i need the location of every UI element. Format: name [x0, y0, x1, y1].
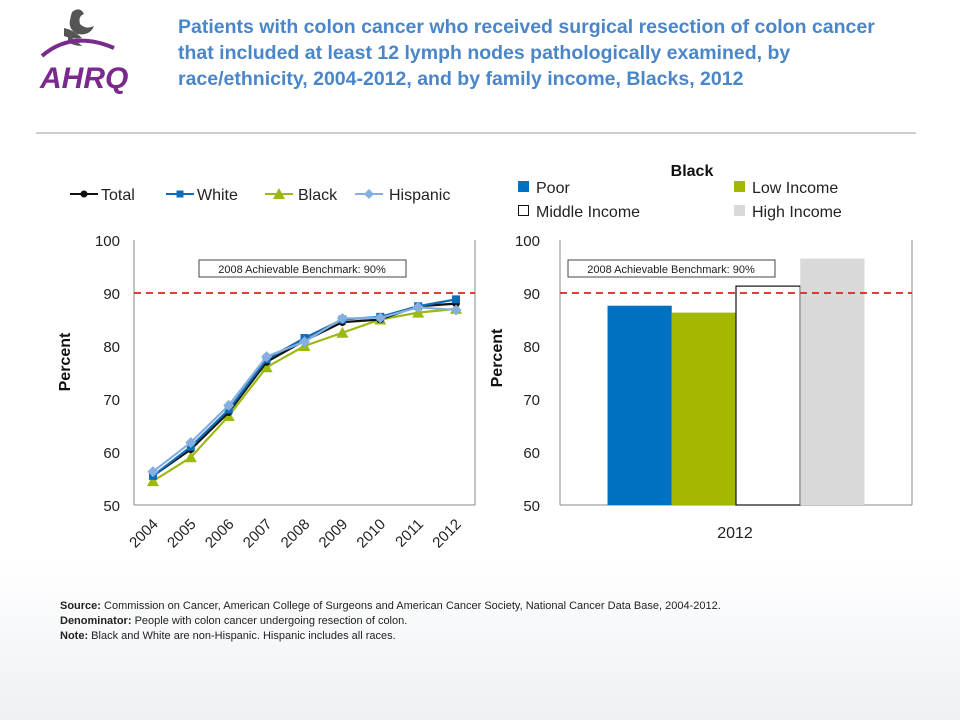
footer-denominator-text: People with colon cancer undergoing rese… — [134, 615, 408, 627]
legend-total-marker — [80, 190, 88, 198]
data-point-hispanic — [336, 312, 348, 324]
data-point-hispanic — [147, 466, 159, 478]
line-x-tick-label: 2006 — [202, 516, 238, 552]
bar-y-tick-label: 90 — [523, 286, 540, 303]
line-x-tick-label: 2005 — [164, 516, 200, 552]
line-x-tick-label: 2004 — [126, 516, 162, 552]
legend-poor-swatch — [518, 181, 529, 192]
legend-middle-income-label: Middle Income — [536, 204, 640, 221]
data-point-black — [260, 361, 273, 373]
line-x-tick-label: 2010 — [353, 516, 389, 552]
footer-denominator-label: Denominator: — [60, 615, 132, 627]
bar-series-group — [607, 258, 865, 506]
footer-note-label: Note: — [60, 630, 89, 642]
line-x-tick-label: 2011 — [392, 516, 427, 551]
bar-high-income — [800, 258, 865, 505]
bar-y-tick-label: 80 — [523, 339, 540, 356]
footer-source: Source: Commission on Cancer, American C… — [60, 599, 920, 614]
legend-white: White — [166, 187, 238, 204]
legend-black-label: Black — [298, 187, 338, 204]
bar-y-axis-title: Percent — [489, 328, 506, 387]
line-x-tick-label: 2007 — [240, 516, 276, 552]
data-point-white — [452, 295, 461, 304]
footer-denominator: Denominator: People with colon cancer un… — [60, 614, 920, 629]
data-point-hispanic — [412, 301, 424, 313]
legend-hispanic-label: Hispanic — [389, 187, 450, 204]
legend-white-marker — [176, 190, 184, 198]
line-x-tick-label: 2008 — [278, 516, 314, 552]
line-y-tick-label: 60 — [103, 445, 120, 462]
legend-low-income-swatch — [734, 181, 745, 192]
line-benchmark-box — [198, 259, 407, 278]
bar-legend: Poor Low Income Middle Income High Incom… — [518, 180, 842, 221]
data-point-hispanic — [261, 351, 273, 363]
footer-note-text: Black and White are non-Hispanic. Hispan… — [91, 630, 396, 642]
line-x-tick-label: 2009 — [316, 516, 352, 552]
hhs-eagle-icon: AHRQ — [39, 9, 128, 95]
line-y-tick-label: 90 — [103, 286, 120, 303]
line-benchmark-label: 2008 Achievable Benchmark: 90% — [218, 264, 386, 276]
bar-chart: Black Poor Low Income Middle Income High… — [489, 163, 913, 542]
legend-poor-label: Poor — [536, 180, 570, 197]
footer-notes: Source: Commission on Cancer, American C… — [60, 599, 920, 644]
footer-note: Note: Black and White are non-Hispanic. … — [60, 629, 920, 644]
data-point-hispanic — [450, 304, 462, 316]
legend-black: Black — [265, 187, 338, 204]
page-title: Patients with colon cancer who received … — [178, 16, 875, 90]
legend-white-label: White — [197, 187, 238, 204]
bar-y-tick-label: 50 — [523, 498, 540, 515]
line-y-tick-label: 100 — [95, 233, 120, 250]
line-y-tick-label: 70 — [103, 392, 120, 409]
bar-y-ticks: 50 60 70 80 90 100 — [515, 233, 540, 515]
legend-high-income-swatch — [734, 205, 745, 216]
data-point-hispanic — [223, 399, 235, 411]
line-y-axis-title: Percent — [57, 332, 74, 391]
legend-low-income-label: Low Income — [752, 180, 838, 197]
bar-poor — [607, 305, 672, 505]
line-x-ticks: 2004 2005 2006 2007 2008 2009 2010 2011 2012 — [126, 516, 465, 552]
bar-middle-income — [735, 285, 801, 506]
bar-benchmark-box — [567, 259, 776, 278]
data-point-hispanic — [374, 312, 386, 324]
bar-benchmark-label: 2008 Achievable Benchmark: 90% — [587, 264, 755, 276]
bar-chart-title: Black — [671, 163, 714, 180]
line-y-tick-label: 80 — [103, 339, 120, 356]
line-series-group — [146, 295, 463, 487]
line-y-ticks: 50 60 70 80 90 100 — [95, 233, 120, 515]
line-x-tick-label: 2012 — [429, 516, 465, 552]
data-point-black — [336, 326, 349, 338]
bar-y-tick-label: 100 — [515, 233, 540, 250]
legend-total: Total — [70, 187, 135, 204]
line-y-tick-label: 50 — [103, 498, 120, 515]
data-point-black — [146, 475, 159, 487]
bar-y-tick-label: 60 — [523, 445, 540, 462]
legend-black-marker — [273, 188, 285, 199]
data-point-hispanic — [299, 336, 310, 348]
line-chart: Total White Black Hispanic 50 60 70 80 90 100 — [57, 187, 476, 552]
legend-total-label: Total — [101, 187, 135, 204]
title-divider — [36, 132, 916, 134]
bar-y-tick-label: 70 — [523, 392, 540, 409]
svg-text:AHRQ: AHRQ — [39, 62, 128, 95]
data-point-hispanic — [185, 436, 197, 448]
data-point-black — [184, 451, 197, 463]
footer-source-text: Commission on Cancer, American College o… — [104, 600, 721, 612]
line-legend: Total White Black Hispanic — [70, 187, 450, 204]
legend-high-income-label: High Income — [752, 204, 842, 221]
charts-canvas: Total White Black Hispanic 50 60 70 80 90 100 — [57, 163, 913, 552]
footer-source-label: Source: — [60, 600, 101, 612]
legend-middle-income-swatch — [518, 205, 529, 216]
legend-hispanic: Hispanic — [355, 187, 450, 204]
bar-low-income — [671, 312, 736, 505]
bar-category-label: 2012 — [717, 525, 753, 542]
series-line-hispanic — [152, 306, 457, 473]
ahrq-logo: AHRQ — [34, 4, 144, 96]
legend-hispanic-marker — [364, 189, 374, 199]
